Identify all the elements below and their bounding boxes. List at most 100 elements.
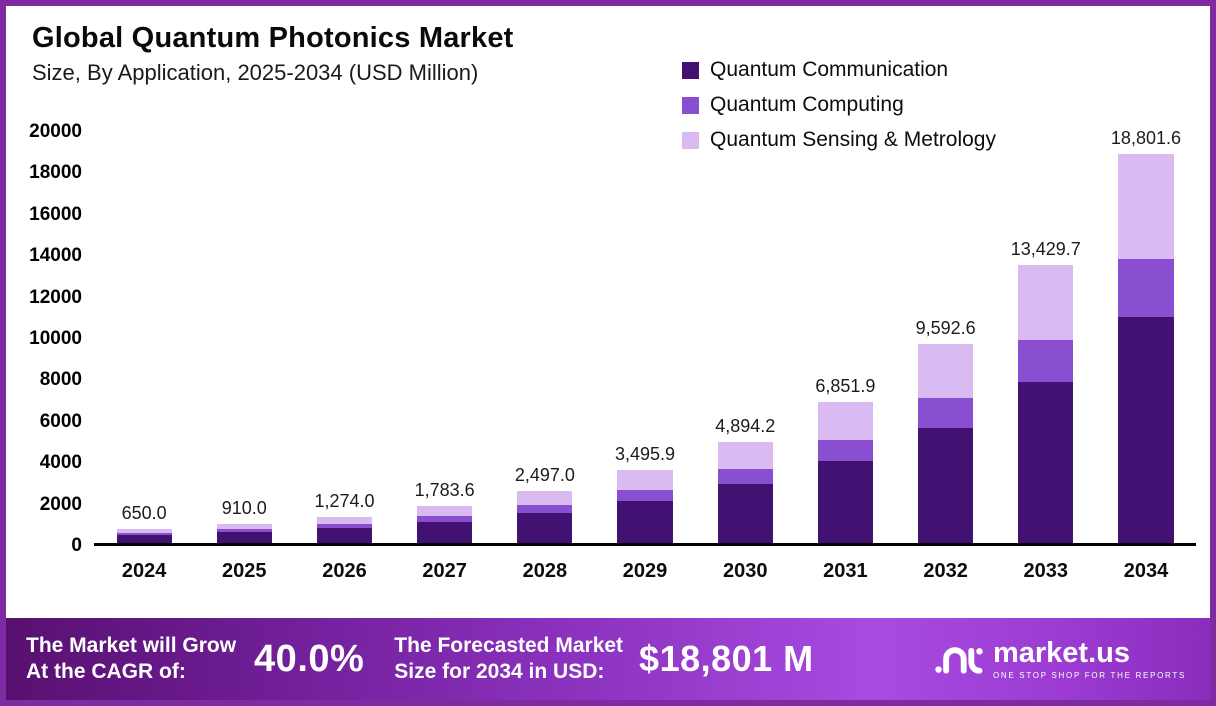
x-axis-label-2027: 2027: [422, 560, 467, 582]
y-axis-tick-label: 2000: [39, 493, 82, 515]
y-axis-tick-label: 6000: [39, 410, 82, 432]
bar-segment-quantum-communication: [316, 528, 373, 543]
legend-swatch: [682, 96, 699, 114]
bar-segment-quantum-computing: [918, 398, 974, 428]
bar-total-label: 650.0: [121, 503, 167, 523]
bar-stack: [1018, 265, 1074, 543]
legend-swatch: [682, 131, 699, 149]
bar-segment-quantum-computing: [517, 505, 573, 513]
bar-column-2028: 2,497.0: [495, 132, 595, 543]
y-axis-tick-label: 14000: [29, 245, 82, 267]
bar-stack: [918, 344, 974, 543]
bar-column-2025: 910.0: [194, 132, 294, 543]
bar-total-label: 4,894.2: [715, 416, 776, 436]
bar-segment-quantum-communication: [517, 513, 573, 543]
forecast-label-line1: The Forecasted Market: [394, 634, 624, 658]
bar-total-label: 2,497.0: [514, 465, 575, 485]
y-axis-tick-label: 12000: [29, 286, 82, 308]
bar-total-label: 3,495.9: [615, 444, 676, 464]
bar-column-2033: 13,429.7: [996, 132, 1096, 543]
x-axis-label-2031: 2031: [823, 560, 868, 582]
bar-segment-quantum-sensing-metrology: [1018, 265, 1074, 340]
cagr-label-line1: The Market will Grow: [26, 634, 237, 658]
y-axis-tick-label: 0: [71, 535, 82, 556]
logo-text-wrap: market.us ONE STOP SHOP FOR THE REPORTS: [992, 636, 1186, 680]
bar-segment-quantum-computing: [417, 516, 473, 522]
y-axis-tick-label: 18000: [29, 162, 82, 184]
bar-column-2032: 9,592.6: [896, 132, 996, 543]
x-axis-label-2033: 2033: [1023, 560, 1069, 582]
bar-segment-quantum-sensing-metrology: [517, 491, 573, 505]
bar-segment-quantum-communication: [116, 535, 172, 543]
bar-segment-quantum-computing: [817, 440, 873, 461]
footer-banner: The Market will Grow At the CAGR of: 40.…: [6, 618, 1210, 700]
x-axis-label-2030: 2030: [722, 560, 768, 582]
forecast-value: $18,801 M: [639, 638, 814, 679]
bar-segment-quantum-communication: [216, 532, 272, 543]
bar-total-label: 6,851.9: [815, 376, 876, 396]
bar-stack: [116, 529, 172, 543]
x-axis-label-2025: 2025: [222, 560, 267, 582]
bar-segment-quantum-computing: [316, 524, 373, 528]
bar-stack: [717, 442, 773, 543]
bar-stack: [517, 491, 573, 543]
bar-total-label: 9,592.6: [915, 318, 976, 338]
x-axis-labels: 2024 2025 2026 2027 2028 2029 2030 2031 2032 2033…: [6, 560, 1210, 583]
x-axis-label-2034: 2034: [1123, 560, 1169, 582]
bar-stack: [1118, 154, 1174, 543]
legend-swatch: [682, 61, 699, 79]
chart-area: 0 2000 4000 6000 8000 10000 12000 14000 16000 180…: [6, 121, 1210, 556]
bar-segment-quantum-communication: [417, 522, 473, 543]
x-axis-label-2026: 2026: [322, 560, 367, 582]
x-axis-label-2028: 2028: [522, 560, 568, 582]
bar-segment-quantum-computing: [116, 533, 172, 535]
bar-stack: [316, 517, 373, 543]
y-axis-tick-label: 10000: [29, 328, 82, 349]
legend-item-0: Quantum Communication: [682, 58, 996, 82]
legend-item-2: Quantum Sensing & Metrology: [682, 128, 996, 152]
legend-label: Quantum Communication: [710, 58, 949, 81]
bar-stack: [417, 506, 473, 543]
bar-segment-quantum-communication: [817, 461, 873, 543]
legend-item-1: Quantum Computing: [682, 93, 996, 117]
bar-total-label: 910.0: [221, 498, 267, 518]
bar-segment-quantum-communication: [918, 428, 974, 543]
bar-column-2034: 18,801.6: [1096, 128, 1196, 543]
bar-segment-quantum-communication: [617, 501, 673, 543]
y-axis-tick-label: 20000: [29, 121, 82, 142]
bar-segment-quantum-sensing-metrology: [216, 524, 272, 529]
cagr-label-line2: At the CAGR of:: [26, 660, 186, 683]
bar-column-2031: 6,851.9: [795, 132, 895, 543]
x-axis-label-2029: 2029: [622, 560, 668, 582]
bar-segment-quantum-sensing-metrology: [417, 506, 473, 516]
y-axis-tick-label: 8000: [39, 369, 82, 391]
market-us-logo-icon: [935, 647, 983, 674]
bar-segment-quantum-sensing-metrology: [918, 344, 974, 398]
x-axis-label-2032: 2032: [923, 560, 968, 582]
brand-tagline: ONE STOP SHOP FOR THE REPORTS: [992, 670, 1186, 680]
bar-total-label: 13,429.7: [1010, 239, 1081, 259]
market-us-logo: market.us ONE STOP SHOP FOR THE REPORTS: [935, 636, 1190, 680]
bar-segment-quantum-computing: [1118, 259, 1174, 317]
page-title: Global Quantum Photonics Market: [32, 22, 514, 54]
chart-header: Global Quantum Photonics Market Size, By…: [6, 6, 1210, 102]
y-axis-tick-label: 4000: [39, 452, 82, 474]
bar-total-label: 18,801.6: [1110, 128, 1181, 148]
bar-total-label: 1,274.0: [314, 491, 375, 511]
bar-column-2026: 1,274.0: [294, 132, 394, 543]
bar-total-label: 1,783.6: [414, 480, 475, 500]
bar-segment-quantum-communication: [717, 484, 773, 543]
brand-name: market.us: [992, 636, 1130, 669]
bar-column-2027: 1,783.6: [395, 132, 495, 543]
bar-segment-quantum-sensing-metrology: [1118, 154, 1174, 259]
forecast-label: The Forecasted Market Size for 2034 in U…: [394, 633, 623, 684]
bar-column-2029: 3,495.9: [595, 132, 695, 543]
bar-segment-quantum-sensing-metrology: [717, 442, 773, 469]
bar-stack: [617, 470, 673, 543]
bar-stack: [216, 524, 272, 543]
bar-segment-quantum-communication: [1118, 317, 1174, 543]
legend-label: Quantum Sensing & Metrology: [710, 128, 996, 151]
bar-segment-quantum-computing: [216, 529, 272, 532]
x-axis-label-2024: 2024: [121, 560, 167, 582]
